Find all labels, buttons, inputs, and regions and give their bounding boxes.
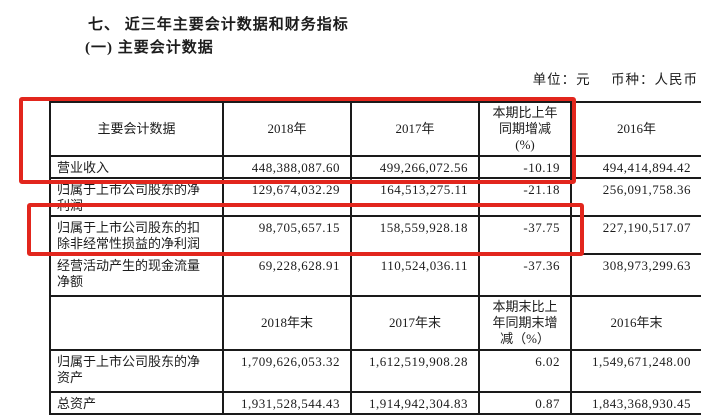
table-header-end-of-year: 2018年末 2017年末 本期末比上 年同期末增 减（%） 2016年末 (49, 295, 701, 351)
cell-2018-value: 1,931,528,544.43 (222, 391, 352, 415)
row-label: 经营活动产生的现金流量净额 (49, 253, 224, 297)
row-label: 营业收入 (49, 155, 224, 179)
header-cell-blank (49, 295, 224, 351)
cell-2016-value: 494,414,894.42 (570, 155, 701, 179)
cell-change-value: -37.75 (478, 215, 572, 255)
row-label: 归属于上市公司股东的净利润 (49, 177, 224, 217)
cell-change-value: 0.87 (478, 391, 572, 415)
row-label: 总资产 (49, 391, 224, 415)
page-title: 七、 近三年主要会计数据和财务指标 (88, 17, 349, 33)
cell-change-value: -10.19 (478, 155, 572, 179)
cell-2016-value: 308,973,299.63 (570, 253, 701, 297)
header-cell-2018: 2018年 (222, 101, 352, 157)
cell-2018-value: 98,705,657.15 (222, 215, 352, 255)
unit-note: 单位：元 币种：人民币 (0, 68, 698, 88)
cell-2017-value: 1,612,519,908.28 (350, 349, 480, 393)
table-row-net-profit: 归属于上市公司股东的净利润 129,674,032.29 164,513,275… (49, 177, 701, 217)
header-cell-2018-end: 2018年末 (222, 295, 352, 351)
cell-2017-value: 164,513,275.11 (350, 177, 480, 217)
cell-2016-value: 1,549,671,248.00 (570, 349, 701, 393)
financial-table: 主要会计数据 2018年 2017年 本期比上年 同期增减 (%) 2016年 … (49, 101, 701, 415)
cell-2018-value: 69,228,628.91 (222, 253, 352, 297)
header-cell-change-end: 本期末比上 年同期末增 减（%） (478, 295, 572, 351)
header-cell-change: 本期比上年 同期增减 (%) (478, 101, 572, 157)
row-label: 归属于上市公司股东的扣除非经常性损益的净利润 (49, 215, 224, 255)
cell-2018-value: 129,674,032.29 (222, 177, 352, 217)
cell-2018-value: 1,709,626,053.32 (222, 349, 352, 393)
cell-2016-value: 227,190,517.07 (570, 215, 701, 255)
currency-label: 币种：人民币 (611, 72, 698, 87)
cell-2017-value: 1,914,942,304.83 (350, 391, 480, 415)
table-row-total-assets: 总资产 1,931,528,544.43 1,914,942,304.83 0.… (49, 391, 701, 415)
unit-label: 单位：元 (532, 72, 591, 87)
cell-change-value: -37.36 (478, 253, 572, 297)
cell-2016-value: 1,843,368,930.45 (570, 391, 701, 415)
cell-2016-value: 256,091,758.36 (570, 177, 701, 217)
cell-2018-value: 448,388,087.60 (222, 155, 352, 179)
table-row-net-assets: 归属于上市公司股东的净资产 1,709,626,053.32 1,612,519… (49, 349, 701, 393)
cell-change-value: -21.18 (478, 177, 572, 217)
table-row-deducted-net-profit: 归属于上市公司股东的扣除非经常性损益的净利润 98,705,657.15 158… (49, 215, 701, 255)
table-row-revenue: 营业收入 448,388,087.60 499,266,072.56 -10.1… (49, 155, 701, 179)
section-subtitle: (一) 主要会计数据 (85, 40, 214, 56)
cell-change-value: 6.02 (478, 349, 572, 393)
header-cell-2016: 2016年 (570, 101, 701, 157)
cell-2017-value: 499,266,072.56 (350, 155, 480, 179)
header-cell-2016-end: 2016年末 (570, 295, 701, 351)
table-header-annual: 主要会计数据 2018年 2017年 本期比上年 同期增减 (%) 2016年 (49, 101, 701, 157)
header-cell-2017: 2017年 (350, 101, 480, 157)
row-label: 归属于上市公司股东的净资产 (49, 349, 224, 393)
cell-2017-value: 110,524,036.11 (350, 253, 480, 297)
header-cell-2017-end: 2017年末 (350, 295, 480, 351)
header-cell-indicator: 主要会计数据 (49, 101, 224, 157)
cell-2017-value: 158,559,928.18 (350, 215, 480, 255)
table-row-operating-cash-flow: 经营活动产生的现金流量净额 69,228,628.91 110,524,036.… (49, 253, 701, 297)
